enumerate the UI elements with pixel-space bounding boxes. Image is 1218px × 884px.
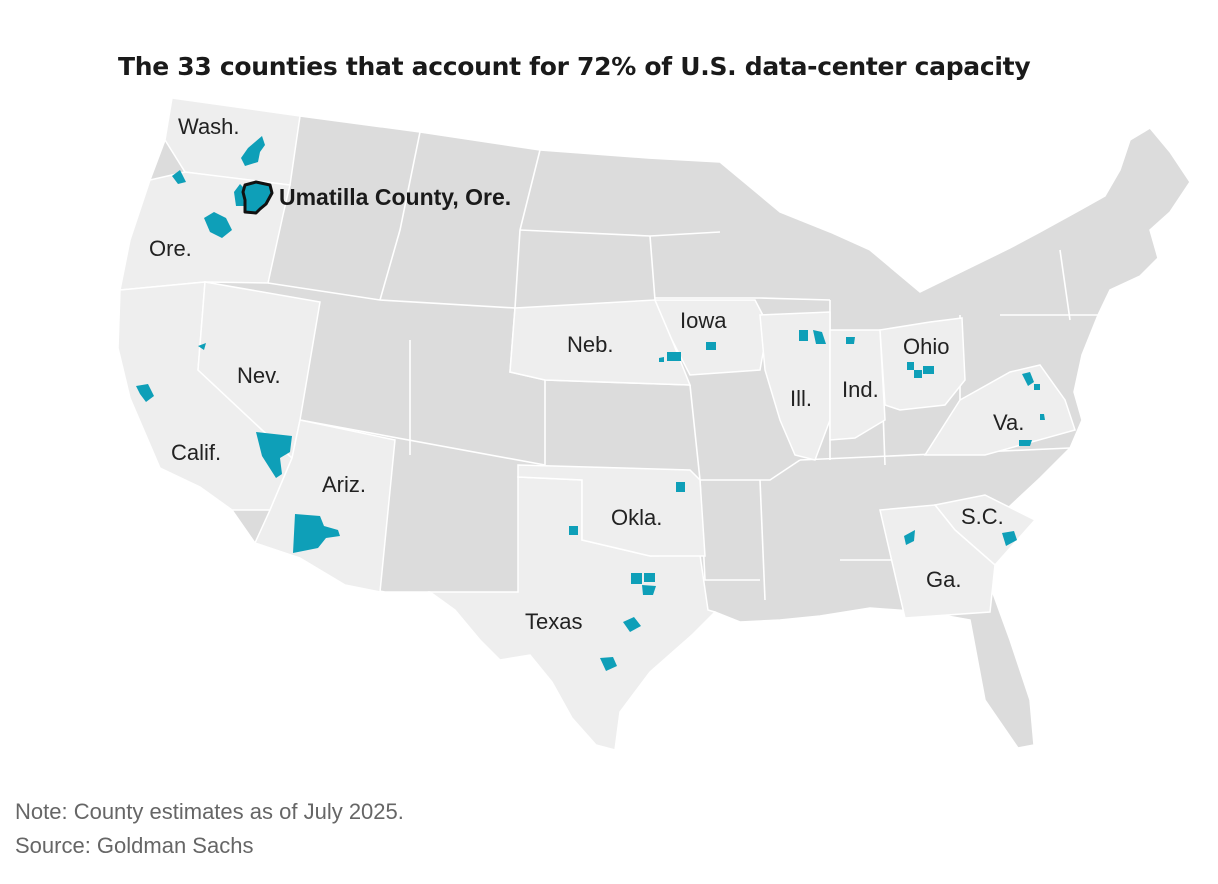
county-marker bbox=[1040, 414, 1045, 420]
county-marker bbox=[799, 330, 808, 341]
state-label-nev: Nev. bbox=[237, 363, 281, 388]
state-label-iowa: Iowa bbox=[680, 308, 727, 333]
county-marker bbox=[1002, 531, 1017, 546]
state-arizona bbox=[253, 419, 396, 593]
county-marker bbox=[569, 526, 578, 535]
county-marker bbox=[600, 657, 617, 671]
state-label-ohio: Ohio bbox=[903, 334, 949, 359]
county-marker bbox=[631, 573, 642, 584]
county-marker bbox=[813, 330, 826, 344]
state-label-texas: Texas bbox=[525, 609, 582, 634]
county-markers bbox=[136, 136, 1045, 671]
state-label-va: Va. bbox=[993, 410, 1024, 435]
county-marker bbox=[172, 170, 186, 184]
county-marker bbox=[923, 366, 934, 374]
county-marker bbox=[256, 432, 292, 478]
state-iowa bbox=[653, 299, 769, 376]
county-marker bbox=[676, 482, 685, 492]
state-label-ind: Ind. bbox=[842, 377, 879, 402]
county-marker bbox=[659, 357, 664, 362]
state-georgia bbox=[879, 504, 996, 619]
state-label-calif: Calif. bbox=[171, 440, 221, 465]
state-label-neb: Neb. bbox=[567, 332, 613, 357]
state-label-ga: Ga. bbox=[926, 567, 961, 592]
county-marker bbox=[136, 384, 154, 402]
umatilla-county bbox=[241, 180, 274, 215]
county-marker bbox=[914, 370, 922, 378]
state-ohio bbox=[879, 317, 966, 411]
county-marker bbox=[198, 343, 206, 350]
county-marker bbox=[904, 530, 915, 545]
county-marker bbox=[293, 514, 340, 553]
county-marker bbox=[623, 617, 641, 632]
state-label-sc: S.C. bbox=[961, 504, 1004, 529]
map-title: The 33 counties that account for 72% of … bbox=[118, 52, 1031, 81]
county-marker bbox=[846, 337, 855, 344]
footer: Note: County estimates as of July 2025. … bbox=[15, 795, 404, 863]
county-marker bbox=[1022, 372, 1034, 386]
county-marker bbox=[907, 362, 914, 370]
state-indiana bbox=[829, 329, 886, 441]
note-text: Note: County estimates as of July 2025. bbox=[15, 799, 404, 824]
state-label-ariz: Ariz. bbox=[322, 472, 366, 497]
highlighted-states bbox=[117, 97, 1076, 751]
county-marker bbox=[241, 136, 265, 166]
county-marker bbox=[644, 573, 655, 582]
umatilla-county-label: Umatilla County, Ore. bbox=[279, 184, 511, 210]
state-oklahoma bbox=[517, 464, 706, 557]
county-marker bbox=[642, 585, 656, 595]
state-label-okla: Okla. bbox=[611, 505, 662, 530]
state-label-ill: Ill. bbox=[790, 386, 812, 411]
county-marker bbox=[667, 352, 681, 361]
state-label-wash: Wash. bbox=[178, 114, 240, 139]
county-marker bbox=[1034, 384, 1040, 390]
source-text: Source: Goldman Sachs bbox=[15, 833, 254, 858]
county-marker bbox=[204, 212, 232, 238]
state-label-ore: Ore. bbox=[149, 236, 192, 261]
county-marker bbox=[706, 342, 716, 350]
county-marker bbox=[1019, 440, 1032, 446]
